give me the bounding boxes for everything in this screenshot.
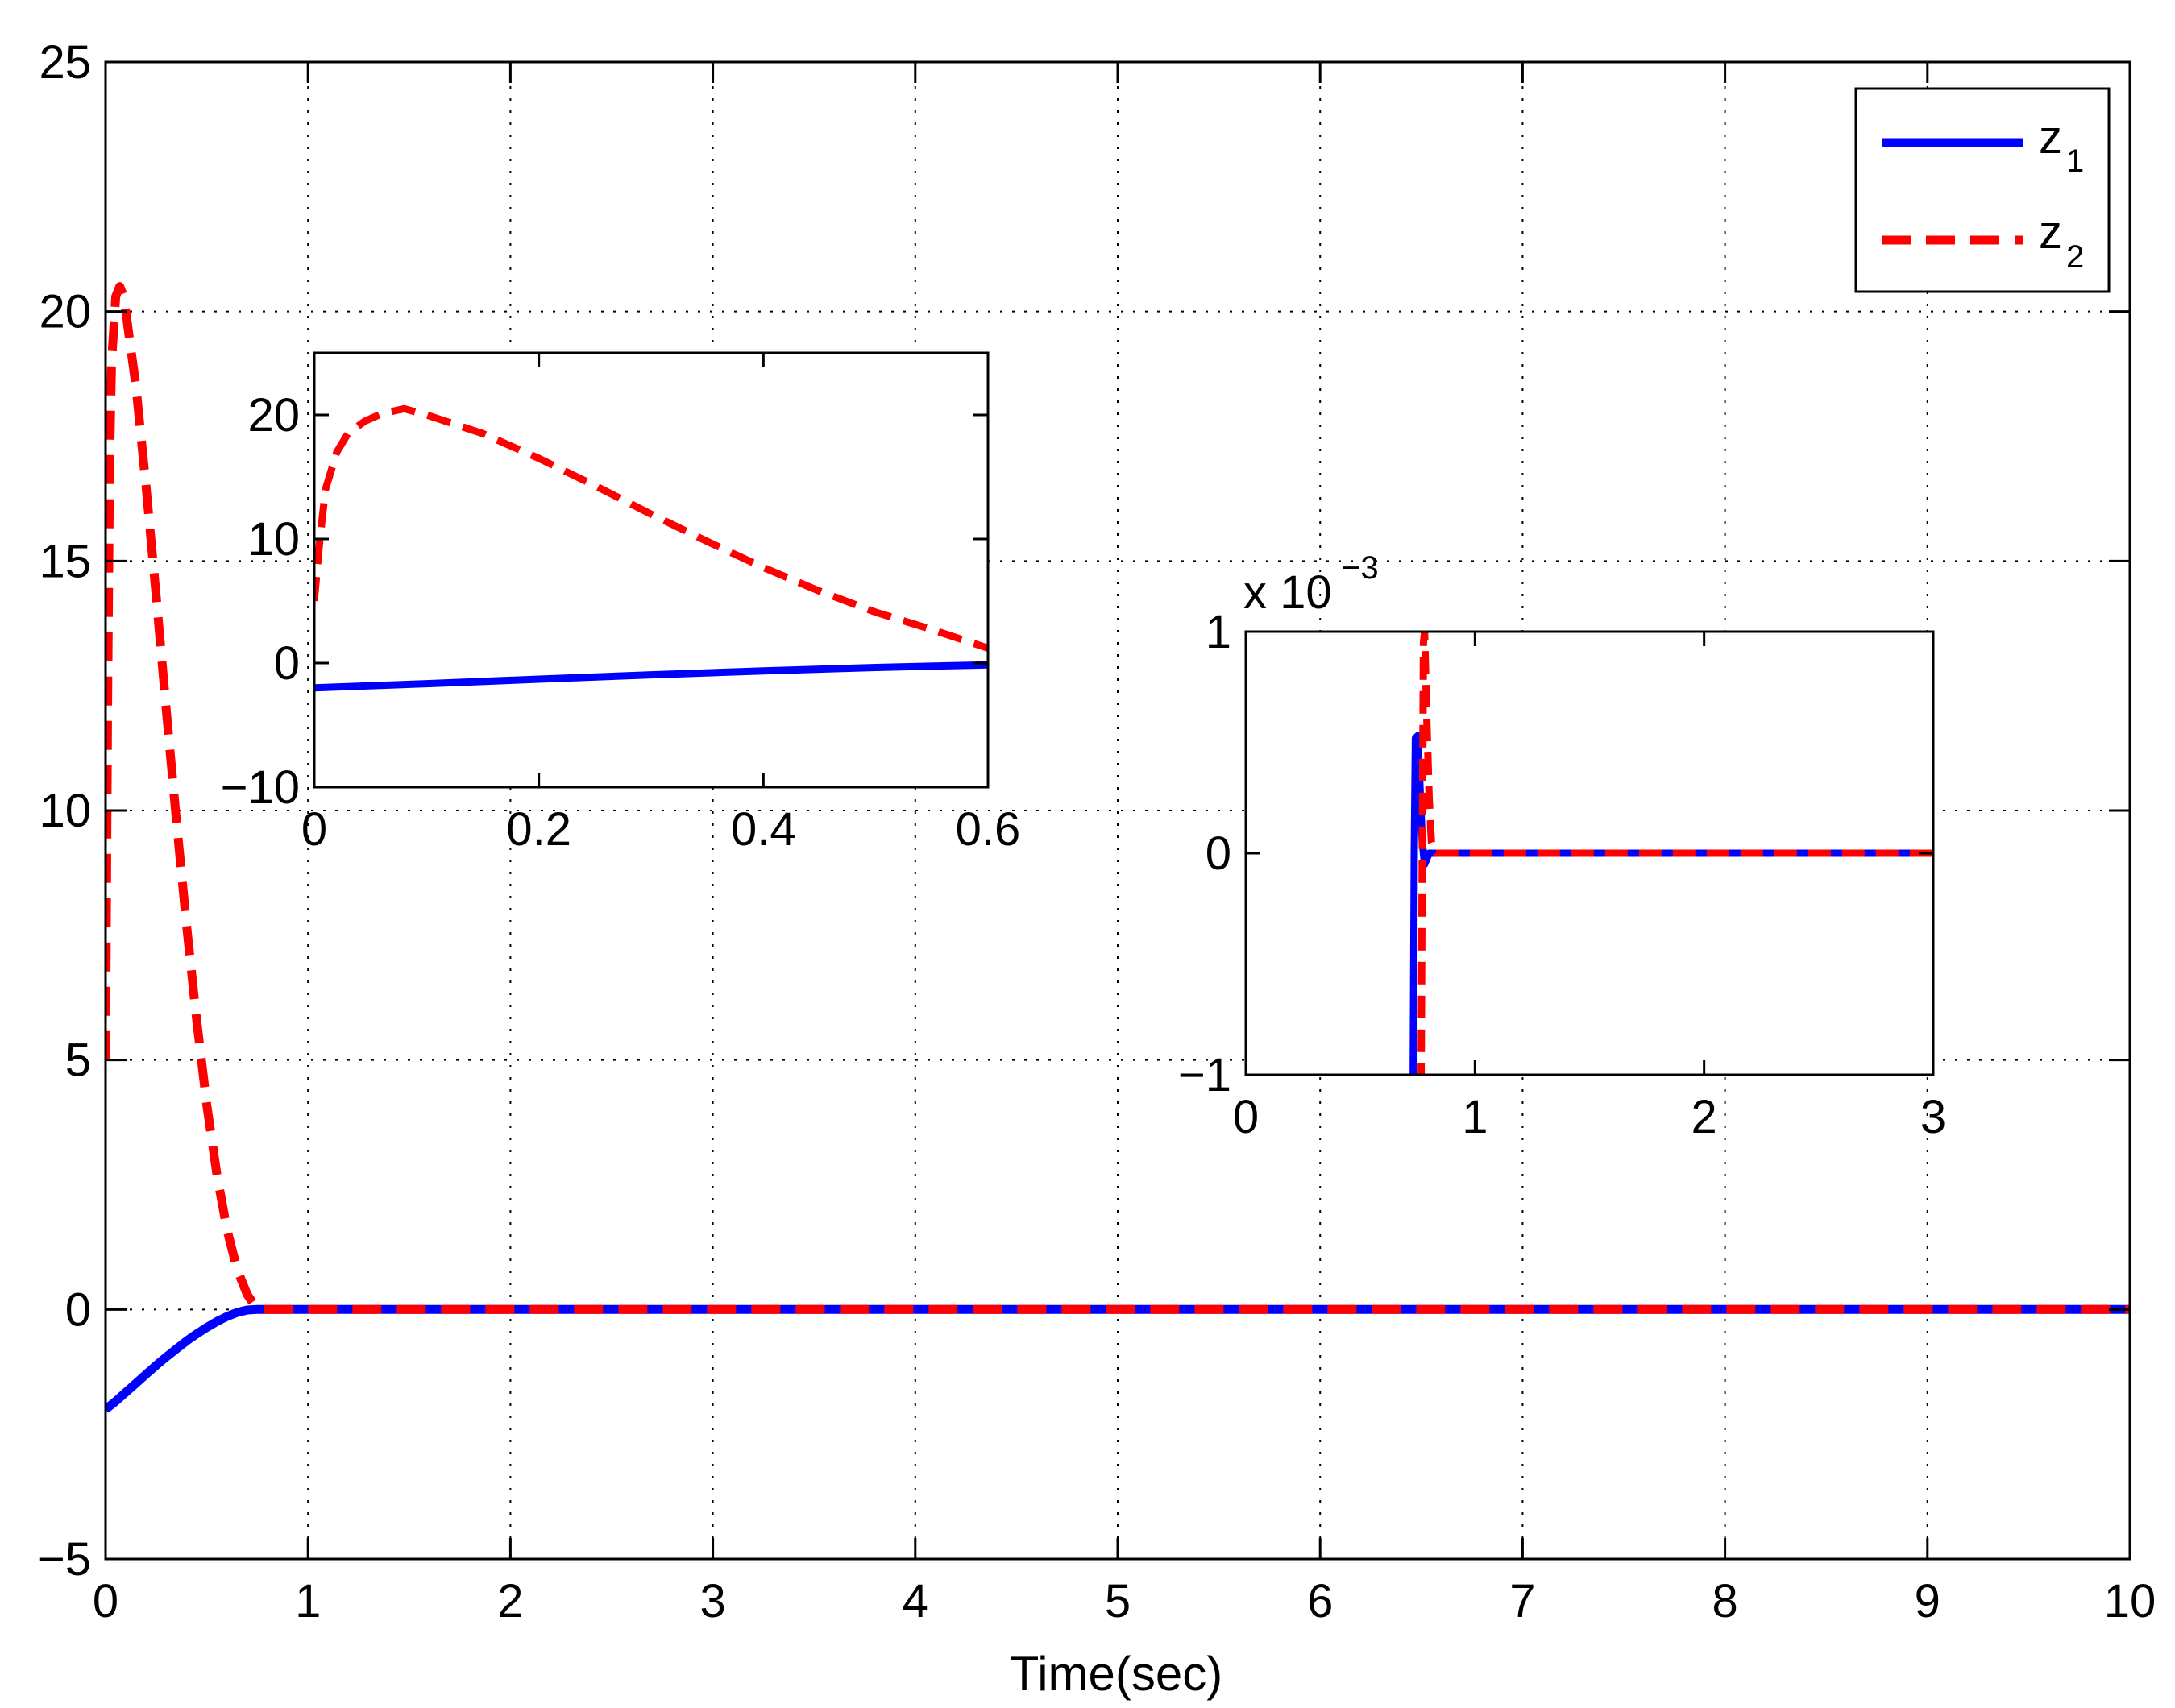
inset-right-ytick-label: 0 — [1206, 827, 1231, 880]
main-xtick-label: 10 — [2104, 1575, 2156, 1627]
inset-left-xtick-label: 0 — [301, 803, 327, 856]
main-ytick-label: 5 — [65, 1034, 91, 1087]
main-xtick-label: 9 — [1915, 1575, 1940, 1627]
legend-label-z1-sub: 1 — [2066, 143, 2084, 179]
inset-left-ytick-label: −10 — [221, 761, 300, 814]
main-xtick-label: 7 — [1509, 1575, 1535, 1627]
main-ytick-label: 0 — [65, 1283, 91, 1336]
main-xtick-label: 1 — [295, 1575, 321, 1627]
main-series-z2 — [106, 282, 2130, 1314]
legend-label-z1: z — [2039, 111, 2062, 164]
legend: z 1 z 2 — [1854, 87, 2111, 293]
inset-right-exponent-power: −3 — [1342, 550, 1379, 586]
inset-left-axes-frame — [313, 351, 990, 789]
legend-label-z2: z — [2039, 206, 2062, 259]
inset-left-series-z1 — [314, 661, 988, 692]
main-xtick-label: 2 — [497, 1575, 523, 1627]
main-series-group — [106, 282, 2130, 1413]
legend-box — [1854, 87, 2111, 293]
main-xtick-label: 0 — [93, 1575, 118, 1627]
inset-left-ytick-label: 20 — [247, 389, 300, 442]
inset-right-xtick-label: 1 — [1462, 1091, 1488, 1143]
inset-left-xtick-label: 0.4 — [731, 803, 796, 856]
inset-left-series-group — [314, 404, 988, 692]
inset-right-series-group — [1409, 632, 1933, 1075]
main-ytick-label: 25 — [39, 36, 91, 89]
inset-right-xtick-label: 2 — [1691, 1091, 1717, 1143]
main-xtick-label: 3 — [699, 1575, 725, 1627]
inset-right-xtick-label: 0 — [1233, 1091, 1259, 1143]
inset-right-series-z2 — [1417, 632, 1933, 1075]
inset-left-xtick-label: 0.2 — [506, 803, 571, 856]
inset-right-xtick-label: 3 — [1920, 1091, 1946, 1143]
main-ytick-label: 20 — [39, 286, 91, 338]
inset-right-ytick-label: 1 — [1206, 606, 1231, 658]
main-xtick-label: 5 — [1105, 1575, 1131, 1627]
inset-right-plot: 0 1 2 3−101 — [1178, 606, 1946, 1143]
main-xlabel: Time(sec) — [1010, 1647, 1222, 1701]
main-xtick-label: 6 — [1307, 1575, 1333, 1627]
main-ytick-label: 10 — [39, 785, 91, 837]
main-xtick-label: 4 — [903, 1575, 928, 1627]
main-ytick-label: 15 — [39, 535, 91, 587]
inset-left-ytick-label: 0 — [274, 637, 300, 690]
inset-left-series-z2 — [314, 404, 988, 652]
inset-left-ytick-label: 10 — [247, 513, 300, 566]
main-xtick-label: 8 — [1712, 1575, 1737, 1627]
inset-right-ytick-label: −1 — [1178, 1049, 1231, 1101]
inset-right-exponent: x 10 — [1243, 566, 1332, 619]
legend-label-z2-sub: 2 — [2066, 239, 2084, 275]
main-ytick-label: −5 — [38, 1533, 91, 1586]
inset-left-xtick-label: 0.6 — [956, 803, 1021, 856]
inset-left-axes-background — [313, 351, 990, 789]
